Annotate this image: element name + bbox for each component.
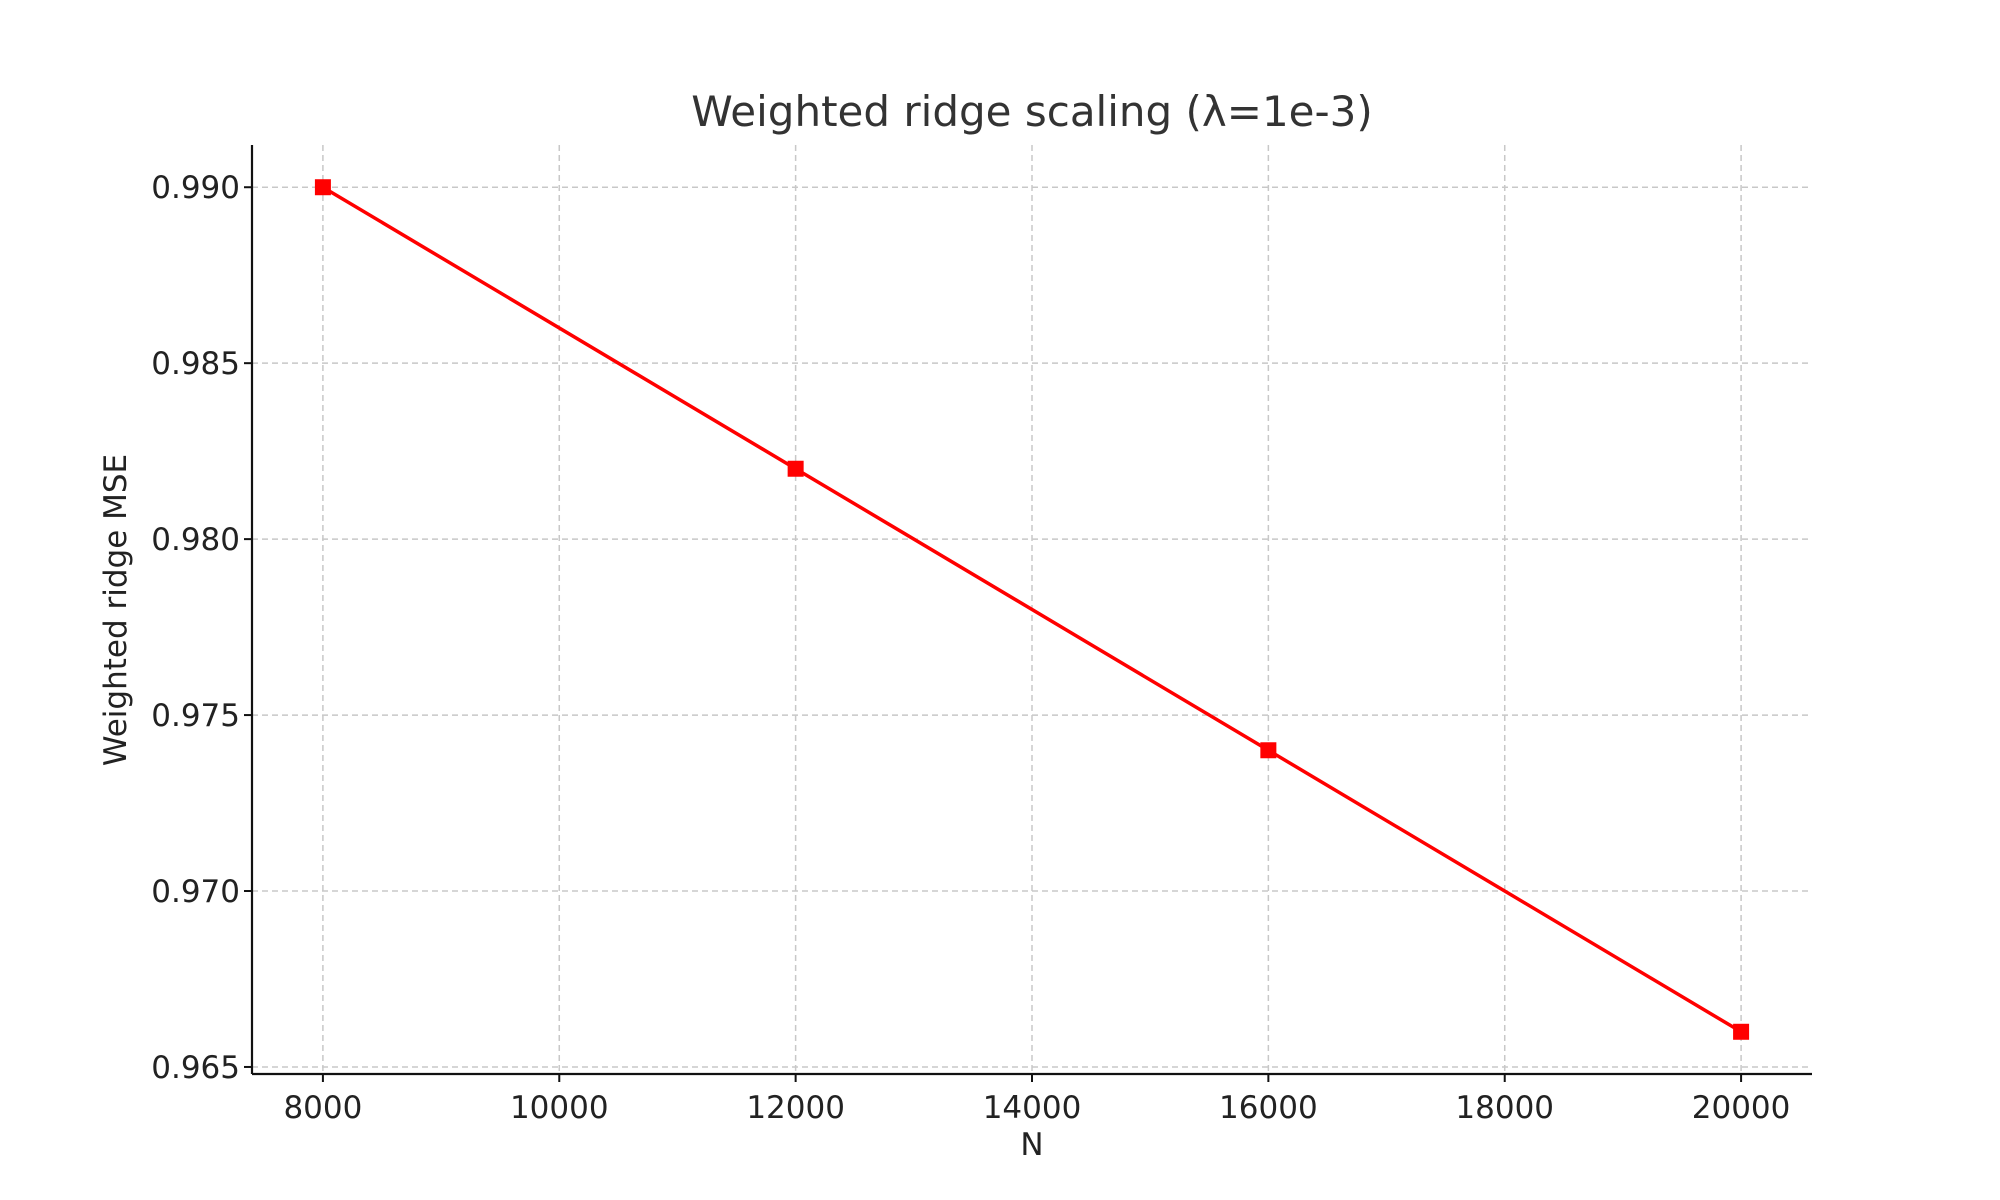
chart-title: Weighted ridge scaling (λ=1e-3)	[691, 87, 1373, 136]
series	[314, 179, 1750, 1040]
y-tick-label: 0.980	[151, 522, 240, 558]
ticks: 8000 10000 12000 14000 16000 18000 20000 0.965 0…	[151, 170, 1790, 1126]
x-axis-label: N	[1020, 1127, 1043, 1163]
y-tick-label: 0.985	[151, 346, 240, 382]
grid	[252, 145, 1812, 1074]
x-tick-label: 18000	[1455, 1090, 1554, 1126]
data-point-marker	[314, 179, 331, 196]
series-line	[321, 185, 1743, 1034]
data-point-marker	[787, 460, 804, 477]
y-tick-label: 0.965	[151, 1050, 240, 1086]
y-axis-label: Weighted ridge MSE	[98, 454, 134, 766]
x-tick-label: 16000	[1219, 1090, 1318, 1126]
y-tick-label: 0.970	[151, 874, 240, 910]
x-tick-label: 12000	[746, 1090, 845, 1126]
data-point-marker	[1733, 1023, 1750, 1040]
y-tick-label: 0.990	[151, 170, 240, 206]
x-tick-label: 14000	[983, 1090, 1082, 1126]
x-tick-label: 20000	[1692, 1090, 1791, 1126]
data-point-marker	[1260, 742, 1277, 759]
y-tick-label: 0.975	[151, 698, 240, 734]
x-tick-label: 10000	[510, 1090, 609, 1126]
x-tick-label: 8000	[283, 1090, 362, 1126]
